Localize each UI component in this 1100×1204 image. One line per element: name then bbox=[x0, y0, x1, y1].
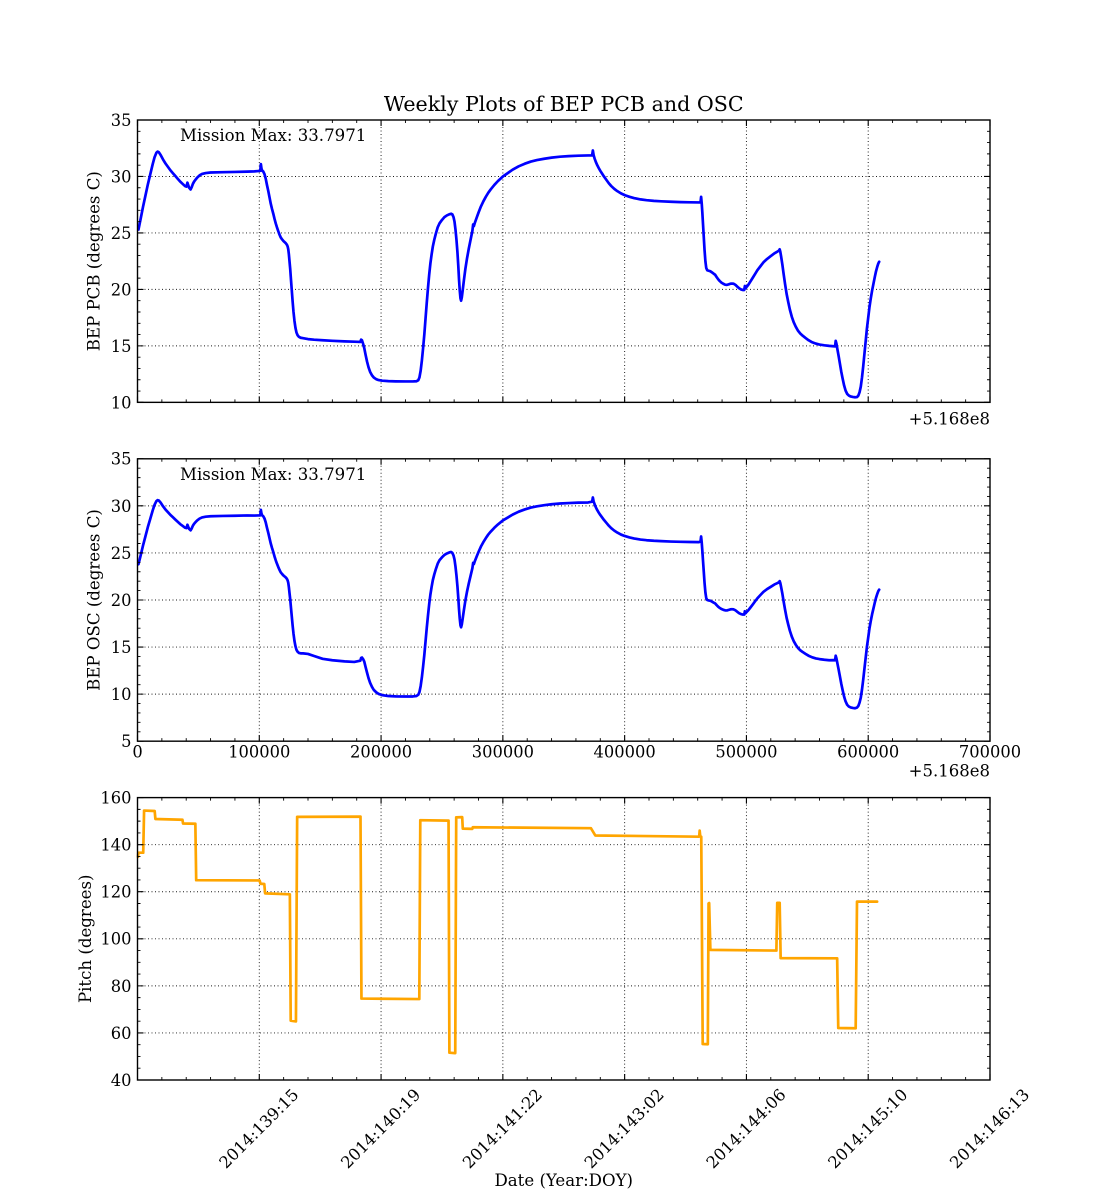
y-axis-label-top: BEP PCB (degrees C) bbox=[85, 171, 104, 351]
y-tick-label: 30 bbox=[111, 167, 132, 186]
axes-border bbox=[136, 796, 991, 1081]
y-tick-label: 15 bbox=[111, 337, 132, 356]
y-tick-label: 10 bbox=[111, 393, 132, 412]
y-tick-label: 80 bbox=[111, 977, 132, 996]
y-tick-label: 5 bbox=[121, 732, 131, 751]
grid bbox=[137, 458, 990, 742]
y-tick-label: 35 bbox=[111, 450, 132, 469]
y-tick-label: 40 bbox=[111, 1071, 132, 1090]
y-tick-label: 35 bbox=[111, 111, 132, 130]
y-tick-label: 25 bbox=[111, 544, 132, 563]
series-pitch bbox=[136, 809, 879, 1055]
y-axis-label-bottom: Pitch (degrees) bbox=[76, 875, 95, 1004]
mission-max-annotation-middle: Mission Max: 33.7971 bbox=[180, 465, 366, 484]
minor-ticks bbox=[137, 458, 990, 742]
axes-border bbox=[136, 119, 991, 404]
y-tick-label: 140 bbox=[100, 836, 131, 855]
subplot-1: 5 10 15 20 25 30 35 0 100000 200000 300000 400000 50… bbox=[111, 450, 1021, 762]
y-tick-label: 120 bbox=[100, 883, 131, 902]
y-tick-label: 160 bbox=[100, 789, 131, 808]
y-tick-label: 100 bbox=[100, 930, 131, 949]
y-tick-label: 15 bbox=[111, 638, 132, 657]
x-tick-label: 100000 bbox=[228, 742, 290, 761]
grid bbox=[137, 797, 990, 1080]
x-axis-label-bottom: Date (Year:DOY) bbox=[494, 1171, 633, 1190]
figure-title: Weekly Plots of BEP PCB and OSC bbox=[384, 92, 744, 116]
x-offset-label-middle: +5.168e8 bbox=[909, 762, 990, 781]
x-tick-label: 700000 bbox=[959, 742, 1021, 761]
x-tick-label: 600000 bbox=[837, 742, 899, 761]
x-tick-label: 300000 bbox=[472, 742, 534, 761]
y-tick-label: 30 bbox=[111, 497, 132, 516]
x-tick-label: 500000 bbox=[715, 742, 777, 761]
y-tick-label: 10 bbox=[111, 685, 132, 704]
y-tick-label: 60 bbox=[111, 1024, 132, 1043]
x-tick-label: 400000 bbox=[594, 742, 656, 761]
x-offset-label-top: +5.168e8 bbox=[909, 410, 990, 429]
minor-ticks bbox=[137, 120, 990, 403]
y-tick-label: 20 bbox=[111, 591, 132, 610]
x-tick-label: 0 bbox=[132, 742, 142, 761]
x-tick-label: 200000 bbox=[350, 742, 412, 761]
y-tick-label: 20 bbox=[111, 280, 132, 299]
y-tick-label: 25 bbox=[111, 224, 132, 243]
y-axis-label-middle: BEP OSC (degrees C) bbox=[85, 509, 104, 691]
series-bep-osc bbox=[137, 496, 881, 710]
mission-max-annotation-top: Mission Max: 33.7971 bbox=[180, 126, 366, 145]
subplot-0: 10 15 20 25 30 35 bbox=[111, 111, 991, 412]
axes-border bbox=[136, 458, 991, 742]
series-bep-pcb bbox=[137, 149, 881, 399]
